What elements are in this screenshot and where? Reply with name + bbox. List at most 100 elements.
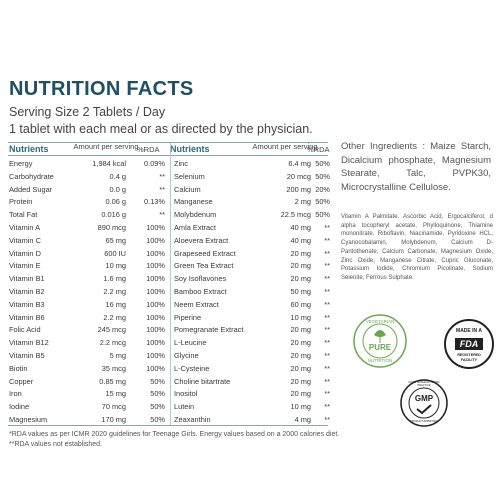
footnote-rda: *RDA values as per ICMR 2020 guidelines …	[9, 431, 340, 438]
other-ingredients: Other Ingredients : Maize Starch, Dicalc…	[341, 141, 491, 193]
table-row: Protein 0.06 g 0.13%	[9, 196, 167, 207]
nutrient-amount: 15 mg	[105, 389, 126, 399]
nutrient-name: Manganese	[174, 197, 213, 207]
table-row: Magnesium 170 mg 50%	[9, 414, 167, 425]
nutrient-rda: 0.09%	[144, 159, 165, 168]
nutrient-name: Zinc	[174, 159, 188, 168]
nutrient-rda: **	[324, 223, 330, 232]
nutrient-rda: **	[324, 351, 330, 360]
table-row: Glycine 20 mg **	[174, 350, 330, 361]
nutrient-name: Amla Extract	[174, 223, 216, 232]
nutrient-amount: 2.2 mg	[103, 287, 126, 296]
nutrient-rda: 100%	[146, 299, 165, 309]
nutrient-rda: 100%	[146, 248, 165, 258]
table-row: Calcium 200 mg 20%	[174, 184, 330, 195]
nutrient-name: Total Fat	[9, 210, 38, 220]
nutrient-amount: 170 mg	[101, 415, 126, 424]
nutrient-name: Aloevera Extract	[174, 235, 229, 245]
table-row: Vitamin D 600 IU 100%	[9, 248, 167, 259]
nutrient-name: Vitamin C	[9, 235, 41, 245]
nutrient-name: Iodine	[9, 402, 30, 412]
nutrient-rda: 50%	[315, 197, 330, 207]
nutrient-name: L-Cysteine	[174, 363, 210, 373]
fda-label-bottom: REGISTERED FACILITY	[457, 353, 481, 362]
nutrient-amount: 20 mg	[290, 363, 311, 373]
header-divider-bottom	[8, 155, 328, 156]
nutrient-name: Lutein	[174, 402, 195, 412]
table-row: Vitamin B12 2.2 mcg 100%	[9, 337, 167, 348]
nutrient-amount: 65 mg	[105, 235, 126, 245]
nutrient-rda: 100%	[146, 363, 165, 373]
nutrient-amount: 16 mg	[105, 299, 126, 309]
nutrient-amount: 40 mg	[290, 235, 311, 245]
nutrient-name: Vitamin B5	[9, 351, 45, 360]
nutrient-rda: 100%	[146, 287, 165, 296]
nutrient-amount: 10 mg	[290, 312, 311, 322]
nutrient-name: Glycine	[174, 351, 199, 360]
nutrients-header-right: Nutrients	[170, 144, 210, 154]
nutrient-rda: **	[324, 287, 330, 296]
nutrient-rda: 50%	[315, 159, 330, 168]
nutrient-rda: 100%	[146, 274, 165, 284]
nutrient-amount: 40 mg	[290, 223, 311, 232]
nutrient-rda: **	[324, 235, 330, 245]
table-row: Selenium 20 mcg 50%	[174, 171, 330, 182]
nutrient-amount: 50 mg	[290, 287, 311, 296]
table-row: Lutein 10 mg **	[174, 401, 330, 412]
nutrient-rda: **	[324, 261, 330, 271]
page-title: NUTRITION FACTS	[9, 78, 194, 100]
nutrient-amount: 0.06 g	[105, 197, 126, 207]
nutrient-rda: 50%	[150, 389, 165, 399]
amount-header-right: Amount per serving	[252, 142, 318, 151]
table-row: Zinc 6.4 mg 50%	[174, 158, 330, 169]
fda-seal-icon	[444, 319, 494, 369]
gmp-label: GMP	[414, 394, 434, 403]
nutrient-amount: 2 mg	[294, 197, 311, 207]
nutrients-header-left: Nutrients	[9, 144, 49, 154]
nutrient-name: Vitamin B6	[9, 312, 45, 322]
table-row: Copper 0.85 mg 50%	[9, 376, 167, 387]
nutrient-amount: 0.4 g	[109, 171, 126, 181]
nutrient-amount: 20 mg	[290, 274, 311, 284]
nutrient-rda: 100%	[146, 338, 165, 348]
nutrient-name: Neem Extract	[174, 299, 219, 309]
nutrient-name: Vitamin A	[9, 223, 41, 232]
table-row: Vitamin B5 5 mg 100%	[9, 350, 167, 361]
table-row: Iodine 70 mcg 50%	[9, 401, 167, 412]
usage-instructions: 1 tablet with each meal or as directed b…	[9, 122, 313, 136]
nutrient-amount: 6.4 mg	[288, 159, 311, 168]
table-row: Biotin 35 mcg 100%	[9, 363, 167, 374]
nutrient-name: Inositol	[174, 389, 198, 399]
nutrient-rda: **	[159, 171, 165, 181]
nutrient-rda: **	[324, 376, 330, 386]
nutrient-name: Vitamin B12	[9, 338, 49, 348]
nutrient-name: Copper	[9, 376, 34, 386]
table-row: Manganese 2 mg 50%	[174, 196, 330, 207]
nutrient-name: Protein	[9, 197, 33, 207]
nutrient-rda: 50%	[150, 376, 165, 386]
footnotes: *RDA values as per ICMR 2020 guidelines …	[9, 430, 339, 450]
gmp-ring-text: GOOD MANUFACTURING PRACTICE	[408, 381, 440, 387]
nutrient-amount: 20 mg	[290, 389, 311, 399]
nutrient-name: Piperine	[174, 312, 202, 322]
nutrient-amount: 0.0 g	[109, 184, 126, 194]
table-row: Aloevera Extract 40 mg **	[174, 235, 330, 246]
table-row: Folic Acid 245 mcg 100%	[9, 324, 167, 335]
ingredients-list: Vitamin A Palmitate, Ascorbic Acid, Ergo…	[341, 214, 493, 281]
nutrient-name: Vitamin B1	[9, 274, 45, 284]
nutrient-name: Soy Isoflavones	[174, 274, 227, 284]
nutrient-rda: **	[159, 210, 165, 220]
nutrient-amount: 200 mg	[286, 184, 311, 194]
table-row: Iron 15 mg 50%	[9, 388, 167, 399]
nutrient-name: Magnesium	[9, 415, 48, 424]
nutrient-amount: 4 mg	[294, 415, 311, 424]
footnote-not-established: **RDA values not established.	[9, 441, 102, 448]
nutrient-amount: 20 mg	[290, 261, 311, 271]
nutrient-name: Green Tea Extract	[174, 261, 234, 271]
nutrient-rda: 100%	[146, 312, 165, 322]
nutrient-rda: **	[324, 338, 330, 348]
gmp-seal-icon	[400, 379, 448, 427]
table-divider-bottom	[8, 425, 328, 426]
nutrient-amount: 5 mg	[109, 351, 126, 360]
nutrient-rda: 20%	[315, 184, 330, 194]
